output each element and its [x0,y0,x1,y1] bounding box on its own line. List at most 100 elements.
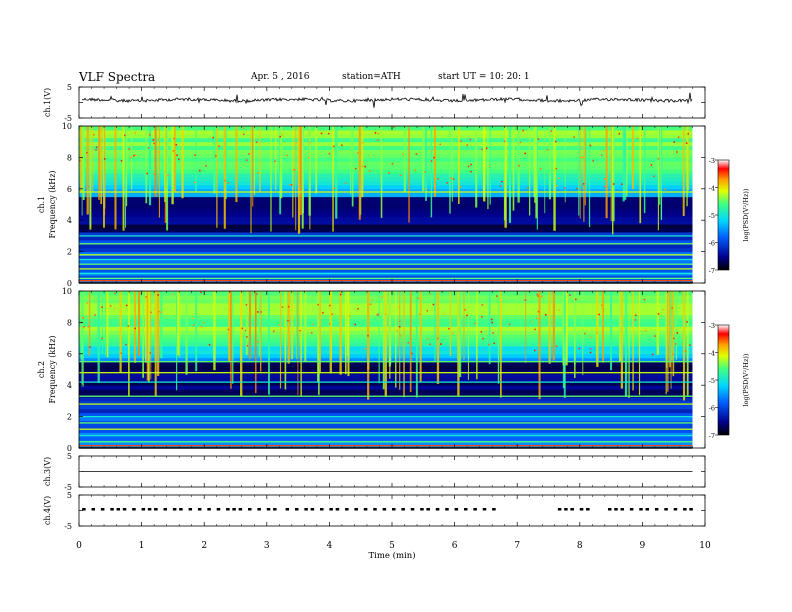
colorbar-label: log(PSD(V²/Hz)) [742,188,750,241]
psd-speckle [682,182,685,185]
psd-speckle [407,341,410,344]
spectrogram-band [79,404,693,410]
psd-speckle [469,138,472,141]
ch4-pulse [163,508,168,511]
transmitter-line [79,272,693,275]
psd-speckle [429,293,431,295]
ch4-pulse [382,508,387,511]
colorbar-tick-label: -5 [709,377,715,385]
psd-speckle [501,180,503,183]
psd-speckle [354,323,357,326]
psd-speckle [242,133,245,136]
psd-speckle [653,175,655,178]
y-tick-label: 4 [67,216,72,225]
sferic-burst [122,126,125,231]
psd-speckle [550,130,553,132]
ch1-signal-line [81,92,693,108]
ch4-pulse [410,508,415,511]
ch4-pulse [172,508,177,511]
x-tick-label: 0 [76,541,82,551]
spectrogram-band [79,239,693,245]
psd-speckle [651,353,654,356]
sferic-burst [301,126,304,229]
psd-speckle [245,303,248,306]
sferic-burst [81,291,84,387]
psd-speckle [556,185,559,187]
sferic-burst [295,126,297,231]
sferic-burst [544,126,546,214]
psd-speckle [369,154,372,157]
sferic-burst [339,291,342,375]
psd-speckle [603,185,606,188]
psd-speckle [662,308,665,311]
sferic-burst [154,126,157,197]
transmitter-line [79,372,693,374]
psd-speckle [339,293,342,296]
sferic-burst [661,126,663,221]
spectrogram-band [79,243,693,249]
sferic-burst [436,291,440,384]
ch4-pulse [392,508,396,511]
psd-speckle [534,328,536,331]
psd-speckle [312,323,315,326]
spectrogram-band [79,208,693,213]
psd-speckle [307,156,310,159]
colorbar-label: log(PSD(V²/Hz)) [742,353,750,406]
psd-speckle [492,332,494,334]
sferic-burst [259,126,261,192]
psd-speckle [218,145,220,147]
psd-speckle [466,144,468,146]
psd-speckle [86,151,88,154]
sferic-burst [213,126,216,194]
psd-speckle [452,332,454,335]
spectrogram-band [79,212,693,217]
psd-speckle [424,171,426,173]
spectrogram-band [79,408,693,414]
sferic-burst [166,126,169,231]
psd-speckle [578,347,581,350]
psd-speckle [374,132,377,134]
ch4-pulse [645,508,650,511]
psd-speckle [322,312,324,314]
sferic-burst [89,126,91,228]
sferic-burst [585,126,587,191]
psd-speckle [601,304,603,306]
sferic-burst [399,291,401,390]
psd-speckle [246,159,248,161]
sferic-burst [384,291,387,398]
psd-speckle [470,163,472,166]
psd-speckle [493,342,495,344]
sferic-burst [240,291,243,397]
spectrogram-band [79,400,693,406]
sferic-burst [158,126,160,218]
psd-speckle [635,314,637,317]
psd-speckle [278,324,281,326]
sferic-burst [504,126,507,228]
sferic-burst [483,126,486,202]
ch4-pulse [216,508,221,511]
sferic-burst [315,126,318,194]
sferic-burst [667,291,669,392]
sferic-burst [584,126,586,206]
colorbar-tick-label: -7 [709,432,715,440]
spectrogram-band [79,180,693,186]
psd-speckle [356,152,359,154]
psd-speckle [381,296,383,298]
x-tick-label: 5 [389,541,395,551]
sferic-burst [602,291,605,363]
psd-speckle [345,182,347,184]
psd-speckle [246,344,249,347]
spectrogram-band [79,173,693,178]
sferic-burst [319,291,321,374]
psd-speckle [531,321,534,323]
sferic-burst [488,291,491,365]
psd-speckle [287,319,289,322]
psd-speckle [460,140,462,143]
sferic-burst [525,291,527,364]
psd-speckle [604,178,606,180]
sferic-burst [259,291,262,372]
transmitter-line [79,235,693,237]
ch4-pulse [294,508,299,511]
psd-speckle [139,292,141,294]
psd-speckle [686,321,688,323]
